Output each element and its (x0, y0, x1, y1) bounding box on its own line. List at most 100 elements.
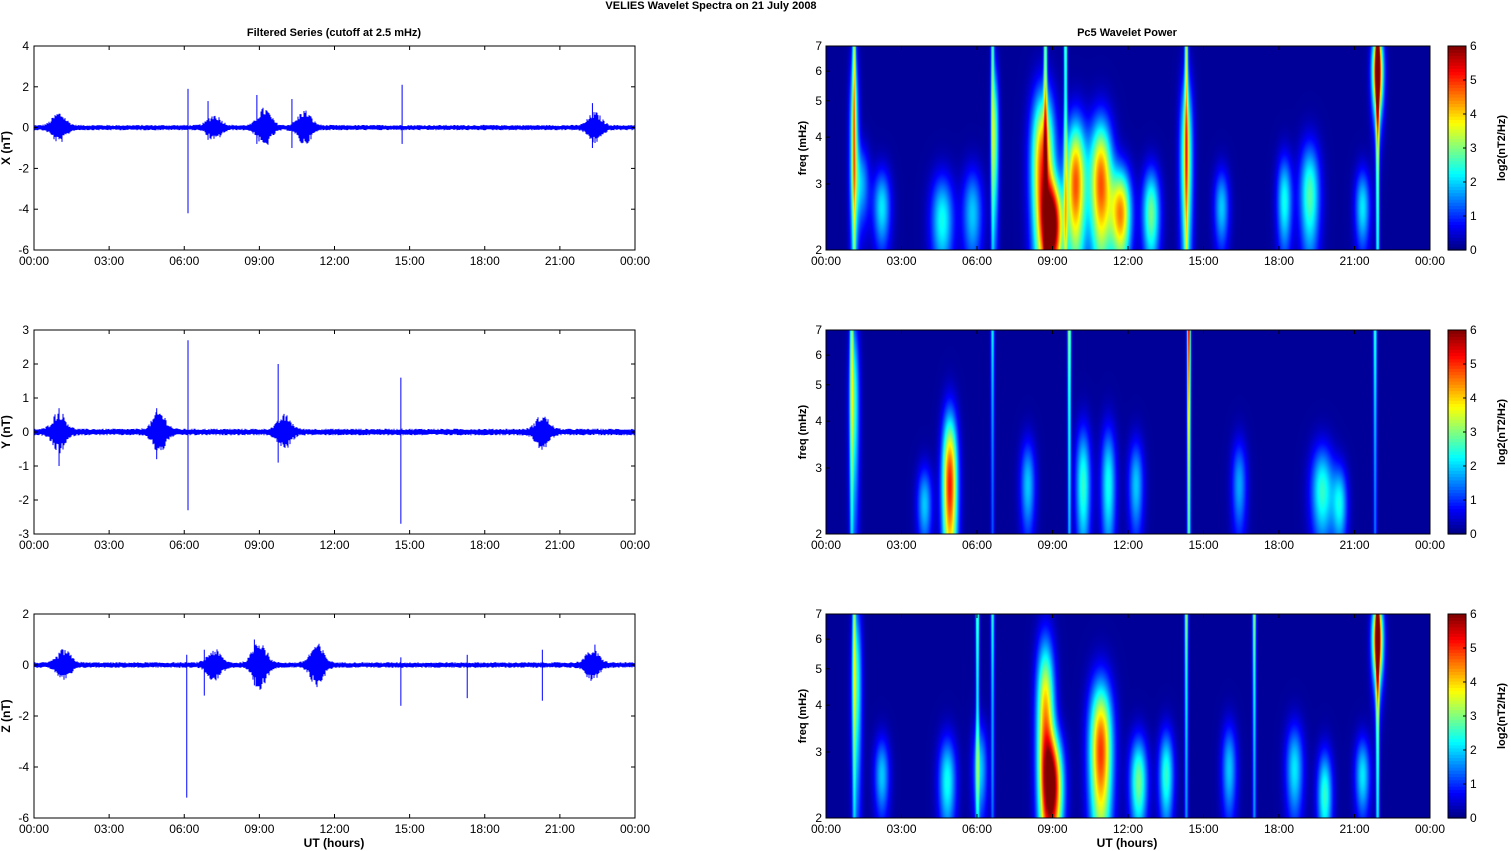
colorbar-segment (1448, 333, 1466, 337)
colorbar-segment (1448, 176, 1466, 181)
colorbar-tick-label: 4 (1470, 675, 1477, 689)
colorbar-segment (1448, 103, 1466, 108)
colorbar-segment (1448, 460, 1466, 465)
colorbar-segment (1448, 403, 1466, 408)
colorbar: 0 1 2 3 4 5 6 log2(nT2/Hz) (1447, 323, 1508, 541)
colorbar-segment (1448, 530, 1466, 535)
wavelet-panel-y: 2 3 4 5 6 7 00:00 03:00 06:00 09:00 12:00 15:00 18:0… (797, 323, 1508, 552)
colorbar-segment (1448, 751, 1466, 755)
series-xtick-label: 06:00 (169, 538, 199, 552)
colorbar-segment (1448, 214, 1466, 219)
series-xtick-label: 09:00 (244, 822, 274, 836)
colorbar-segment (1448, 463, 1466, 468)
wavelet-xtick-label: 12:00 (1113, 254, 1143, 268)
colorbar-segment (1448, 163, 1466, 168)
colorbar-segment (1448, 122, 1466, 127)
colorbar-segment (1448, 183, 1466, 187)
colorbar-tick-label: 3 (1470, 425, 1477, 439)
colorbar-segment (1448, 55, 1466, 60)
colorbar-segment (1448, 167, 1466, 171)
colorbar-segment (1448, 246, 1466, 251)
colorbar-segment (1448, 508, 1466, 513)
wavelet-ytick-label: 5 (815, 94, 822, 108)
wavelet-ytick-label: 6 (815, 632, 822, 646)
colorbar-segment (1448, 731, 1466, 736)
colorbar-tick-label: 5 (1470, 641, 1477, 655)
colorbar-segment (1448, 361, 1466, 366)
wavelet-panel-z: 2 3 4 5 6 7 00:00 03:00 06:00 09:00 12:00 15:00 18:0… (797, 607, 1508, 836)
colorbar-segment (1448, 668, 1466, 672)
series-ytick-label: 2 (22, 80, 29, 94)
colorbar-label: log2(nT2/Hz) (1496, 399, 1508, 465)
colorbar-tick-label: 5 (1470, 357, 1477, 371)
colorbar-segment (1448, 645, 1466, 650)
wavelet-ytick-label: 5 (815, 378, 822, 392)
colorbar-segment (1448, 444, 1466, 449)
colorbar-segment (1448, 330, 1466, 334)
colorbar-segment (1448, 237, 1466, 242)
series-ylabel: Y (nT) (0, 415, 13, 449)
colorbar-segment (1448, 422, 1466, 427)
colorbar-segment (1448, 138, 1466, 143)
colorbar-segment (1448, 371, 1466, 376)
series-xtick-label: 00:00 (620, 822, 650, 836)
series-panel-x: -6 -4 -2 0 2 4 00:00 03:00 06:00 09:00 12:00 15:00 1… (0, 39, 650, 268)
colorbar-segment (1448, 680, 1466, 685)
colorbar-segment (1448, 795, 1466, 800)
colorbar-tick-label: 6 (1470, 323, 1477, 337)
colorbar-segment (1448, 409, 1466, 414)
colorbar-segment (1448, 116, 1466, 120)
wavelet-xtick-label: 18:00 (1264, 538, 1294, 552)
right-xlabel: UT (hours) (1097, 836, 1158, 850)
series-xtick-label: 18:00 (470, 822, 500, 836)
colorbar-segment (1448, 132, 1466, 136)
colorbar-segment (1448, 221, 1466, 226)
colorbar-segment (1448, 195, 1466, 200)
wavelet-xtick-label: 09:00 (1037, 538, 1067, 552)
colorbar-segment (1448, 498, 1466, 503)
colorbar-segment (1448, 170, 1466, 175)
colorbar-segment (1448, 406, 1466, 411)
wavelet-xtick-label: 03:00 (886, 822, 916, 836)
colorbar-segment (1448, 189, 1466, 194)
colorbar-segment (1448, 148, 1466, 152)
series-xtick-label: 21:00 (545, 538, 575, 552)
colorbar-segment (1448, 342, 1466, 347)
colorbar-segment (1448, 798, 1466, 803)
left-column-title: Filtered Series (cutoff at 2.5 mHz) (247, 27, 422, 39)
colorbar-segment (1448, 757, 1466, 762)
colorbar-tick-label: 6 (1470, 607, 1477, 621)
colorbar-segment (1448, 709, 1466, 714)
colorbar-segment (1448, 119, 1466, 124)
colorbar-tick-label: 1 (1470, 493, 1477, 507)
colorbar-segment (1448, 617, 1466, 621)
series-ytick-label: -4 (18, 202, 29, 216)
colorbar-tick-label: 5 (1470, 73, 1477, 87)
series-xtick-label: 21:00 (545, 822, 575, 836)
wavelet-power-image (826, 46, 1430, 250)
colorbar-segment (1448, 441, 1466, 446)
wavelet-ytick-label: 7 (815, 323, 822, 337)
colorbar-segment (1448, 345, 1466, 350)
colorbar-segment (1448, 735, 1466, 739)
series-xtick-label: 00:00 (19, 538, 49, 552)
series-ytick-label: -4 (18, 760, 29, 774)
colorbar-segment (1448, 179, 1466, 184)
colorbar-segment (1448, 511, 1466, 516)
colorbar-segment (1448, 473, 1466, 478)
wavelet-xtick-label: 03:00 (886, 254, 916, 268)
colorbar-segment (1448, 349, 1466, 353)
colorbar-segment (1448, 524, 1466, 529)
series-xtick-label: 12:00 (319, 538, 349, 552)
series-xtick-label: 12:00 (319, 254, 349, 268)
wavelet-ytick-label: 7 (815, 39, 822, 53)
colorbar-segment (1448, 52, 1466, 57)
colorbar-segment (1448, 671, 1466, 676)
series-ytick-label: 3 (22, 323, 29, 337)
wavelet-xtick-label: 09:00 (1037, 254, 1067, 268)
colorbar-segment (1448, 712, 1466, 717)
colorbar-segment (1448, 393, 1466, 398)
colorbar-segment (1448, 814, 1466, 819)
colorbar-segment (1448, 808, 1466, 813)
colorbar-segment (1448, 438, 1466, 443)
